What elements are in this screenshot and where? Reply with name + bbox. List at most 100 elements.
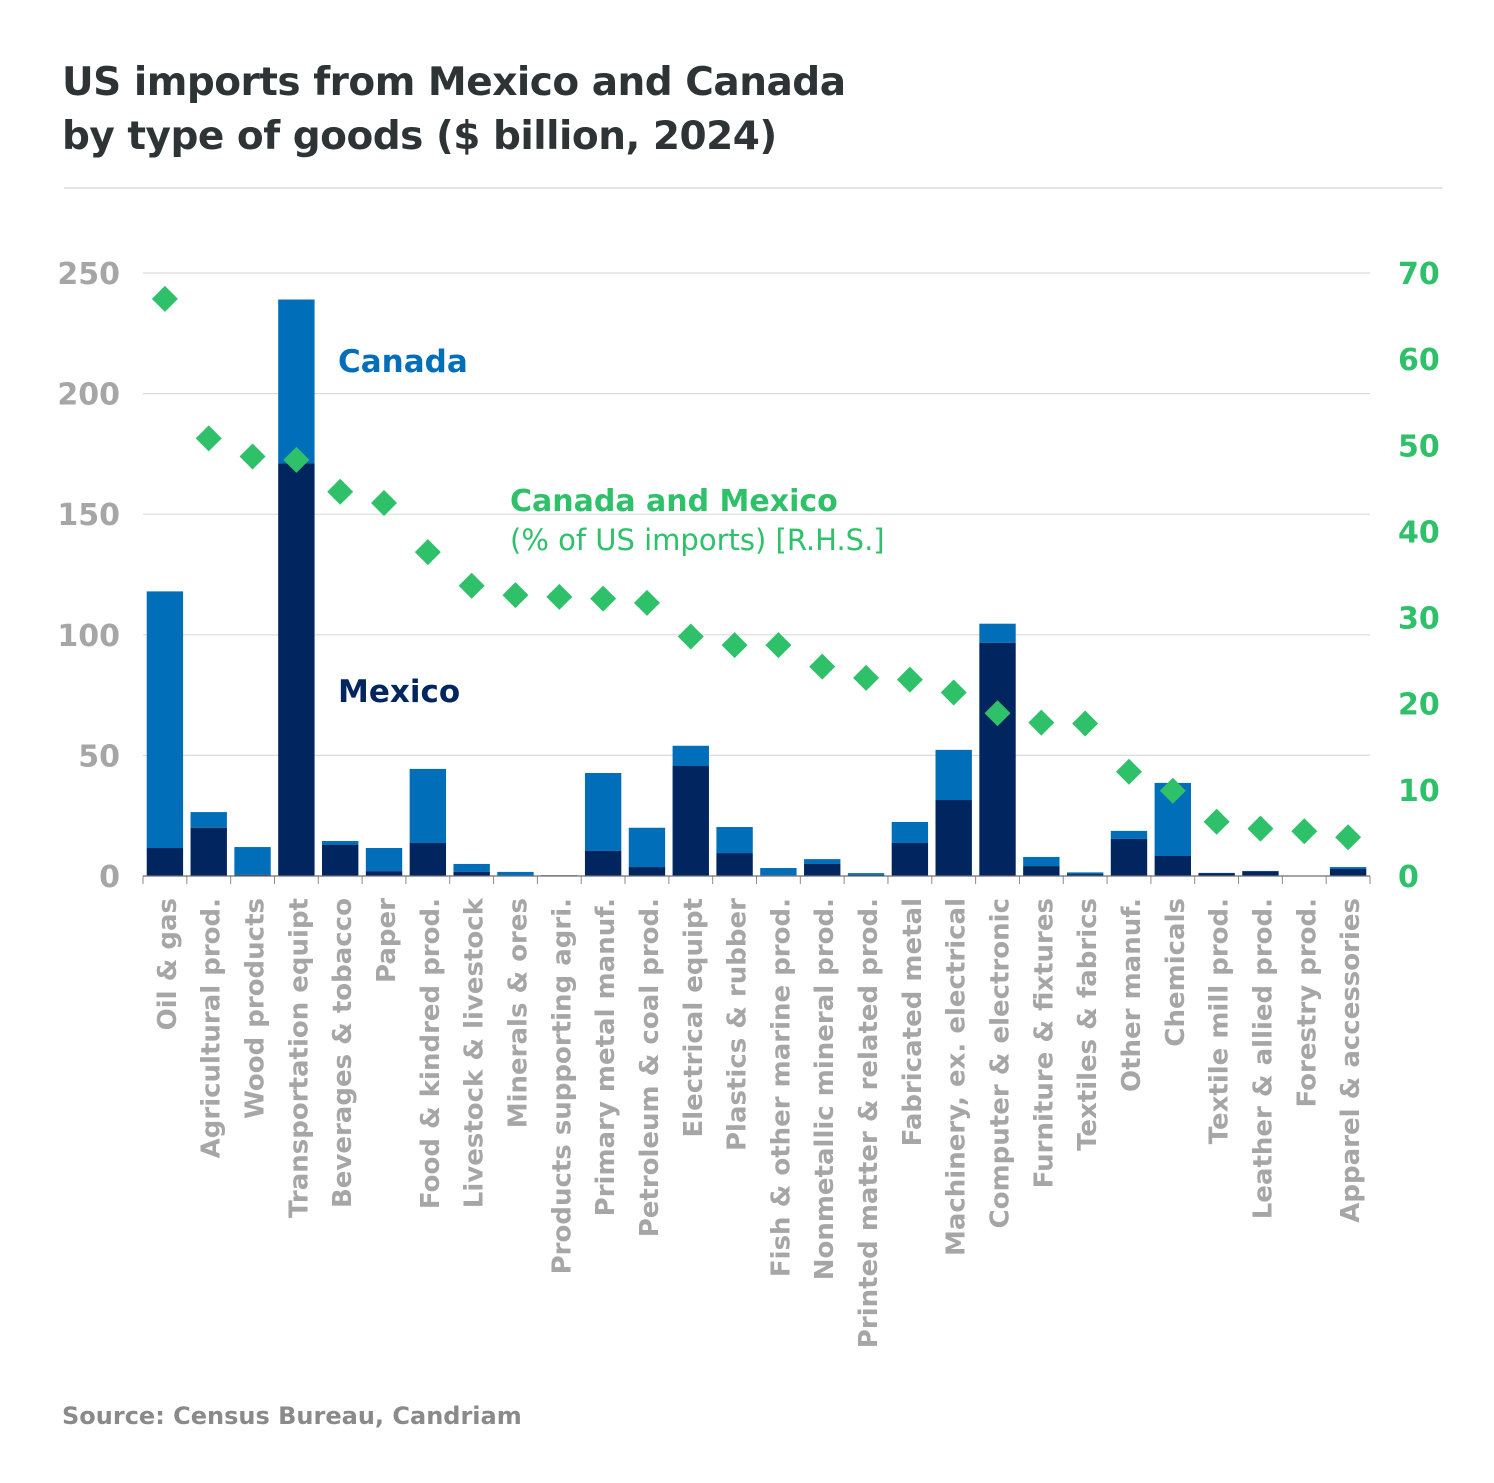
y2-tick-label: 10 (1398, 774, 1440, 809)
annotation-canada: Canada (338, 344, 468, 380)
share-marker (195, 425, 222, 452)
bar-mexico (628, 867, 666, 876)
share-marker (1335, 824, 1362, 851)
x-tick-label: Primary metal manuf. (591, 898, 621, 1216)
x-tick-label: Fabricated metal (898, 898, 928, 1146)
x-tick-label: Paper (372, 898, 402, 983)
y2-tick-label: 20 (1398, 688, 1440, 723)
y-tick-label: 200 (57, 378, 120, 413)
bar-canada (584, 773, 622, 851)
share-marker (984, 700, 1011, 727)
share-marker (590, 585, 617, 612)
bar-canada (1329, 867, 1367, 870)
x-tick-label: Wood products (241, 898, 271, 1119)
x-tick-label: Food & kindred prod. (416, 898, 446, 1209)
share-marker (151, 285, 178, 312)
chart-title-line-1: US imports from Mexico and Canada (62, 60, 846, 105)
bar-canada (453, 863, 490, 872)
y2-tick-label: 40 (1398, 515, 1440, 550)
share-marker (1028, 709, 1055, 736)
bar-canada (1023, 856, 1060, 867)
share-marker (414, 539, 441, 566)
y-tick-label: 100 (57, 619, 120, 654)
x-tick-label: Chemicals (1161, 898, 1191, 1047)
x-tick-label: Textiles & fabrics (1073, 898, 1103, 1151)
x-tick-label: Forestry prod. (1292, 898, 1322, 1108)
x-tick-label: Beverages & tobacco (328, 898, 358, 1208)
bar-canada (672, 745, 709, 767)
y-tick-label: 0 (99, 860, 120, 895)
share-marker (283, 446, 310, 473)
bar-canada (190, 812, 227, 828)
chart-plot: Oil & gas Agricultural prod. Wood products… (57, 257, 1440, 1348)
bar-canada (234, 847, 271, 875)
bar-mexico (322, 844, 359, 876)
y-axis-left: 0 50 100 150 200 250 (57, 257, 120, 895)
share-marker (633, 589, 660, 616)
share-marker (853, 664, 880, 691)
x-tick-label: Plastics & rubber (723, 898, 753, 1151)
y2-tick-label: 30 (1398, 602, 1440, 637)
chart-title: US imports from Mexico and Canada by typ… (62, 56, 1062, 164)
share-markers (151, 285, 1362, 851)
y2-tick-label: 50 (1398, 429, 1440, 464)
bar-canada (497, 871, 534, 876)
x-tick-label: Apparel & accessories (1336, 898, 1366, 1223)
x-tick-label: Oil & gas (153, 898, 183, 1030)
x-tick-label: Minerals & ores (503, 898, 533, 1128)
gridlines (143, 272, 1370, 757)
bar-mexico (804, 863, 841, 876)
x-tick-label: Computer & electronic (986, 898, 1016, 1228)
y2-tick-label: 0 (1398, 860, 1419, 895)
bar-canada (322, 841, 359, 845)
x-tick-label: Electrical equipt (679, 898, 709, 1138)
x-tick-label: Livestock & livestock (460, 897, 490, 1208)
bar-canada (716, 827, 753, 854)
bar-mexico (716, 853, 753, 876)
annotations: Canada Mexico Canada and Mexico (% of US… (338, 344, 885, 710)
source-note: Source: Census Bureau, Candriam (62, 1402, 522, 1430)
x-tick-label: Fish & other marine prod. (766, 898, 796, 1277)
bar-canada (804, 859, 841, 864)
y-tick-label: 50 (78, 739, 120, 774)
share-marker (327, 478, 354, 505)
bar-mexico (278, 463, 315, 876)
bar-mexico (453, 871, 490, 876)
share-marker (896, 666, 923, 693)
bar-mexico (1154, 855, 1191, 876)
bar-mexico (1066, 874, 1104, 876)
bar-canada (891, 821, 929, 843)
x-axis: Oil & gas Agricultural prod. Wood products… (142, 875, 1371, 1348)
share-marker (502, 582, 529, 609)
x-tick-label: Products supporting agri. (547, 898, 577, 1274)
x-tick-label: Textile mill prod. (1205, 898, 1235, 1144)
x-tick-label: Agricultural prod. (197, 898, 227, 1158)
bar-mexico (891, 842, 929, 876)
annotation-mexico: Mexico (338, 674, 460, 710)
bar-mexico (1242, 871, 1279, 876)
share-marker (458, 572, 485, 599)
y-tick-label: 150 (57, 498, 120, 533)
y-axis-right: 0 10 20 30 40 50 60 70 (1398, 257, 1440, 895)
bar-mexico (1198, 873, 1235, 876)
chart-title-line-2: by type of goods ($ billion, 2024) (62, 114, 777, 159)
share-marker (721, 632, 748, 659)
share-marker (809, 653, 836, 680)
share-marker (239, 443, 266, 470)
share-marker (1159, 777, 1186, 804)
x-tick-label: Furniture & fixtures (1029, 898, 1059, 1188)
bar-canada (760, 868, 797, 876)
share-marker (371, 490, 398, 517)
x-tick-label: Leather & allied prod. (1248, 898, 1278, 1219)
bar-canada (979, 623, 1016, 643)
bar-canada (146, 591, 184, 849)
bar-canada (935, 749, 972, 801)
bar-mexico (190, 827, 227, 876)
share-marker (765, 632, 792, 659)
annotation-share-title: Canada and Mexico (510, 484, 838, 519)
annotation-share-subtitle: (% of US imports) [R.H.S.] (510, 523, 885, 557)
share-marker (1115, 758, 1142, 785)
x-tick-label: Petroleum & coal prod. (635, 898, 665, 1237)
bars (146, 299, 1367, 876)
x-tick-label: Other manuf. (1117, 898, 1147, 1092)
